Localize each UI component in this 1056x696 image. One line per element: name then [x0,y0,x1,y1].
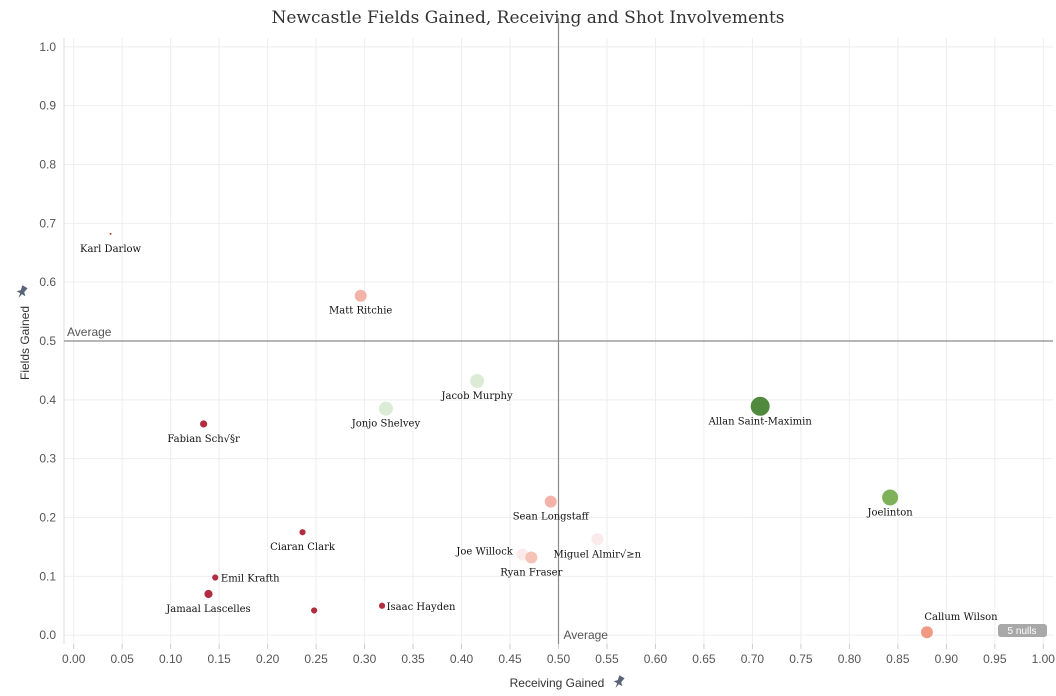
y-tick-label: 0.4 [39,393,56,407]
data-point[interactable] [378,401,393,416]
point-label: Allan Saint-Maximin [708,416,813,427]
data-point[interactable] [378,601,386,610]
point-label: Ryan Fraser [500,568,562,579]
reference-lines: Average Average [64,18,1053,644]
x-average-label: Average [564,628,609,642]
x-tick-label: 0.75 [789,652,813,666]
y-axis-pin-icon[interactable] [14,284,29,300]
data-points [109,232,933,639]
y-tick-label: 1.0 [39,40,56,54]
point-label: Jacob Murphy [440,391,512,402]
y-tick-label: 0.0 [39,628,56,642]
data-point[interactable] [203,589,214,599]
x-tick-label: 0.35 [401,652,425,666]
point-label: Karl Darlow [80,244,142,255]
x-tick-label: 0.30 [353,652,377,666]
point-label: Joe Willock [455,547,513,558]
x-tick-label: 0.15 [207,652,231,666]
point-label: Isaac Hayden [387,602,456,613]
y-axis-label[interactable]: Fields Gained [18,306,32,380]
x-tick-label: 0.45 [498,652,522,666]
point-label: Jonjo Shelvey [351,419,421,430]
x-tick-label: 0.10 [159,652,183,666]
data-point[interactable] [750,396,770,416]
x-tick-label: 0.90 [935,652,959,666]
x-tick-label: 0.85 [886,652,910,666]
x-tick-label: 1.00 [1032,652,1056,666]
point-label: Matt Ritchie [329,306,392,317]
data-point[interactable] [211,573,220,582]
point-label: Sean Longstaff [513,512,590,523]
point-label: Fabian Sch√§r [167,434,240,445]
data-point[interactable] [882,489,899,506]
y-tick-label: 0.7 [39,216,56,230]
chart-title: Newcastle Fields Gained, Receiving and S… [271,8,785,28]
point-label: Emil Krafth [221,574,280,585]
x-tick-label: 0.20 [256,652,280,666]
y-average-label: Average [67,325,112,339]
data-point[interactable] [544,495,557,508]
x-tick-label: 0.70 [741,652,765,666]
x-axis-pin-icon[interactable] [611,674,626,690]
x-tick-label: 0.65 [692,652,716,666]
x-tick-label: 0.40 [450,652,474,666]
data-point[interactable] [920,626,933,639]
data-point[interactable] [591,533,604,546]
data-point[interactable] [310,606,319,615]
data-point[interactable] [109,232,112,235]
point-labels: Karl Darlow Matt Ritchie Jacob Murphy Jonjo… [80,244,998,623]
x-tick-label: 0.55 [595,652,619,666]
point-label: Miguel Almir√≥n [553,549,641,560]
data-point[interactable] [525,551,538,564]
x-tick-label: 0.80 [838,652,862,666]
y-tick-label: 0.3 [39,452,56,466]
x-tick-label: 0.05 [110,652,134,666]
x-axis-ticks: 0.00 0.05 0.10 0.15 0.20 0.25 0.30 0.35 0.40 0.45… [62,644,1055,666]
data-point[interactable] [354,289,367,302]
data-point[interactable] [199,419,209,429]
y-axis-ticks: 0.0 0.1 0.2 0.3 0.4 0.5 0.6 0.7 0.8 0.9 1.0 [39,40,56,642]
point-label: Callum Wilson [924,612,998,623]
x-axis-label[interactable]: Receiving Gained [510,676,605,690]
x-tick-label: 0.50 [547,652,571,666]
y-tick-label: 0.9 [39,99,56,113]
data-point[interactable] [298,528,307,537]
y-tick-label: 0.5 [39,334,56,348]
x-tick-label: 0.95 [983,652,1007,666]
point-label: Jamaal Lascelles [165,604,250,615]
y-tick-label: 0.1 [39,569,56,583]
x-tick-label: 0.60 [644,652,668,666]
y-tick-label: 0.6 [39,275,56,289]
point-label: Joelinton [866,508,913,519]
y-tick-label: 0.8 [39,157,56,171]
point-label: Ciaran Clark [270,542,336,553]
data-point[interactable] [470,374,485,389]
y-tick-label: 0.2 [39,511,56,525]
x-tick-label: 0.25 [304,652,328,666]
nulls-badge[interactable]: 5 nulls [998,624,1047,637]
nulls-badge-text: 5 nulls [1008,626,1037,637]
x-tick-label: 0.00 [62,652,86,666]
